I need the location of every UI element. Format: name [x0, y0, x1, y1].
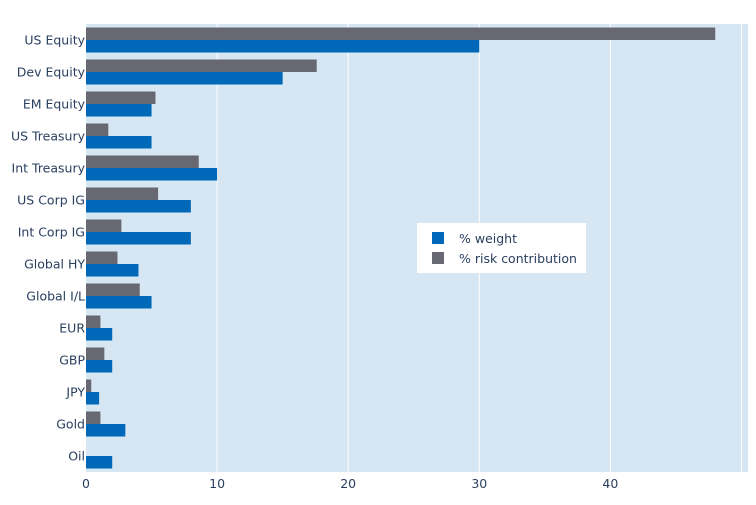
- bar-risk-contribution: [86, 155, 199, 168]
- bar-weight: [86, 200, 191, 213]
- bar-weight: [86, 392, 100, 405]
- category-label: US Treasury: [11, 129, 86, 144]
- bar-risk-contribution: [86, 219, 122, 232]
- category-label: Dev Equity: [17, 65, 86, 80]
- bar-risk-contribution: [86, 411, 101, 424]
- category-label: Global HY: [24, 257, 85, 272]
- category-label: JPY: [65, 385, 85, 400]
- x-tick-label: 0: [82, 476, 90, 491]
- bar-risk-contribution: [86, 27, 716, 40]
- bar-risk-contribution: [86, 379, 92, 392]
- legend-swatch-risk-contribution: [432, 252, 444, 264]
- bar-risk-contribution: [86, 315, 101, 328]
- bar-risk-contribution: [86, 59, 317, 72]
- category-label: US Equity: [24, 33, 85, 48]
- legend-box: [417, 223, 586, 273]
- category-label: Int Corp IG: [18, 225, 85, 240]
- legend: % weight % risk contribution: [417, 223, 586, 273]
- category-label: Int Treasury: [12, 161, 86, 176]
- bar-risk-contribution: [86, 91, 156, 104]
- category-label: US Corp IG: [17, 193, 85, 208]
- legend-label-weight: % weight: [459, 231, 517, 246]
- bar-weight: [86, 136, 152, 149]
- bar-weight: [86, 296, 152, 309]
- category-label: GBP: [59, 353, 85, 368]
- bar-risk-contribution: [86, 251, 118, 264]
- bar-weight: [86, 168, 218, 181]
- bar-risk-contribution: [86, 283, 140, 296]
- legend-swatch-weight: [432, 232, 444, 244]
- bar-weight: [86, 104, 152, 117]
- x-tick-label: 10: [209, 476, 225, 491]
- bar-weight: [86, 328, 113, 341]
- bar-weight: [86, 360, 113, 373]
- category-label: Global I/L: [26, 289, 85, 304]
- legend-label-risk-contribution: % risk contribution: [459, 251, 577, 266]
- bar-weight: [86, 424, 126, 437]
- bar-series: [86, 27, 716, 469]
- category-label: Gold: [56, 417, 85, 432]
- bar-risk-contribution: [86, 187, 159, 200]
- x-tick-label: 30: [471, 476, 487, 491]
- category-label: EM Equity: [23, 97, 86, 112]
- bar-weight: [86, 232, 191, 245]
- bar-weight: [86, 264, 139, 277]
- bar-risk-contribution: [86, 123, 109, 136]
- bar-weight: [86, 72, 283, 85]
- bar-risk-contribution: [86, 347, 105, 360]
- x-tick-label: 40: [602, 476, 618, 491]
- category-label: Oil: [68, 449, 85, 464]
- category-labels: US Equity Dev Equity EM Equity US Treasury I…: [11, 33, 86, 464]
- x-tick-label: 20: [340, 476, 356, 491]
- bar-weight: [86, 40, 480, 53]
- category-label: EUR: [59, 321, 85, 336]
- bar-weight: [86, 456, 113, 469]
- x-axis-ticks: 0 10 20 30 40: [82, 476, 618, 491]
